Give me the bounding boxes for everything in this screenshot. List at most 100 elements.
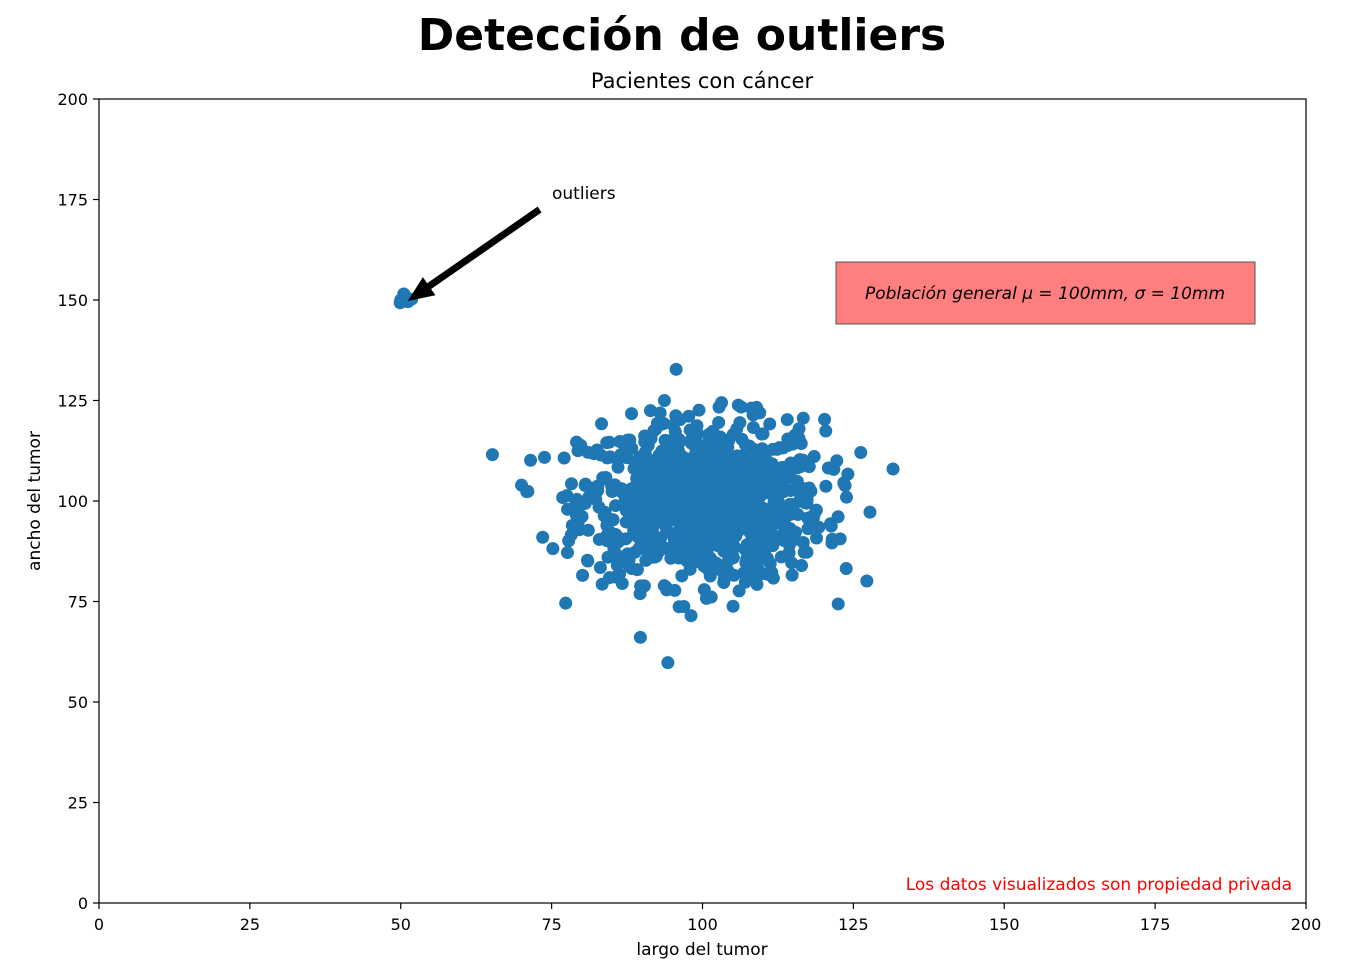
- data-point: [779, 467, 793, 481]
- data-point: [772, 441, 786, 455]
- data-point: [785, 556, 799, 570]
- data-point: [759, 538, 773, 552]
- annotation-arrow-head: [407, 277, 436, 301]
- data-point: [712, 415, 726, 429]
- data-point: [578, 496, 592, 510]
- data-point: [593, 561, 607, 575]
- data-point: [825, 536, 839, 550]
- data-point: [729, 511, 743, 525]
- data-point: [633, 530, 647, 544]
- data-point: [632, 460, 646, 474]
- data-point: [657, 394, 671, 408]
- data-point: [682, 526, 696, 540]
- data-point: [787, 498, 801, 512]
- data-point: [780, 413, 794, 427]
- data-point: [831, 510, 845, 524]
- data-point: [838, 478, 852, 492]
- y-tick-label: 0: [78, 894, 88, 913]
- data-point: [698, 532, 712, 546]
- data-point: [824, 519, 838, 533]
- data-point: [625, 407, 639, 421]
- data-point: [795, 559, 809, 573]
- data-point: [689, 454, 703, 468]
- data-point: [801, 522, 815, 536]
- x-tick-label: 25: [240, 915, 260, 934]
- annotation-label: outliers: [552, 184, 616, 204]
- data-point: [854, 446, 868, 460]
- data-point: [485, 448, 499, 462]
- data-point: [672, 489, 686, 503]
- data-point: [886, 462, 900, 476]
- data-point: [732, 472, 746, 486]
- data-point: [618, 495, 632, 509]
- y-tick-label: 125: [57, 392, 88, 411]
- data-point: [734, 400, 748, 414]
- data-point: [684, 609, 698, 623]
- data-point: [732, 584, 746, 598]
- data-point: [599, 471, 613, 484]
- data-point: [633, 503, 647, 517]
- data-point: [742, 559, 756, 573]
- y-tick-label: 200: [57, 90, 88, 109]
- y-tick-label: 25: [68, 794, 88, 813]
- data-point: [654, 417, 668, 431]
- data-point: [732, 524, 746, 538]
- data-point: [690, 545, 704, 559]
- data-point: [744, 495, 758, 509]
- data-point: [726, 599, 740, 613]
- data-point: [715, 515, 729, 529]
- data-point: [683, 423, 697, 437]
- data-point: [569, 508, 583, 522]
- data-point: [581, 445, 595, 459]
- x-tick-label: 50: [391, 915, 411, 934]
- data-point: [751, 458, 765, 472]
- data-point: [656, 501, 670, 515]
- data-point: [730, 422, 744, 436]
- info-box-text: Población general μ = 100mm, σ = 10mm: [865, 284, 1225, 304]
- data-point: [600, 451, 614, 465]
- data-point: [818, 412, 832, 426]
- data-point: [711, 504, 724, 518]
- y-axis-label: ancho del tumor: [25, 431, 45, 571]
- watermark-text: Los datos visualizados son propiedad pri…: [906, 875, 1292, 895]
- data-point: [589, 492, 603, 506]
- data-point: [796, 411, 810, 425]
- data-point: [765, 517, 779, 531]
- data-point: [704, 590, 718, 604]
- data-point: [684, 512, 698, 526]
- data-point: [840, 490, 854, 504]
- data-point: [633, 630, 647, 644]
- data-point: [559, 596, 573, 610]
- y-tick-label: 100: [57, 492, 88, 511]
- data-point: [750, 577, 764, 591]
- data-points: [485, 362, 900, 670]
- data-point: [751, 483, 765, 497]
- data-point: [546, 542, 560, 556]
- data-point: [671, 526, 685, 540]
- info-box: Población general μ = 100mm, σ = 10mm: [835, 261, 1256, 325]
- data-point: [595, 417, 609, 431]
- data-point: [570, 435, 584, 449]
- data-point: [774, 550, 788, 564]
- x-tick-label: 150: [989, 915, 1020, 934]
- y-tick-label: 50: [68, 693, 88, 712]
- data-point: [663, 460, 677, 474]
- data-point: [629, 479, 643, 493]
- data-point: [797, 545, 811, 559]
- x-tick-label: 100: [687, 915, 718, 934]
- data-point: [711, 480, 725, 494]
- data-point: [600, 518, 614, 532]
- data-point: [608, 478, 622, 492]
- data-point: [536, 530, 550, 544]
- data-point: [812, 520, 826, 534]
- x-tick-label: 0: [94, 915, 104, 934]
- data-point: [764, 470, 778, 484]
- x-axis-ticks: 0 25 50 75 100 125 150 175 200: [94, 903, 1321, 934]
- data-point: [831, 597, 845, 611]
- data-point: [709, 463, 723, 477]
- data-point: [664, 551, 678, 565]
- data-point: [754, 549, 768, 563]
- data-point: [774, 486, 788, 500]
- data-point: [560, 546, 574, 560]
- x-tick-label: 75: [541, 915, 561, 934]
